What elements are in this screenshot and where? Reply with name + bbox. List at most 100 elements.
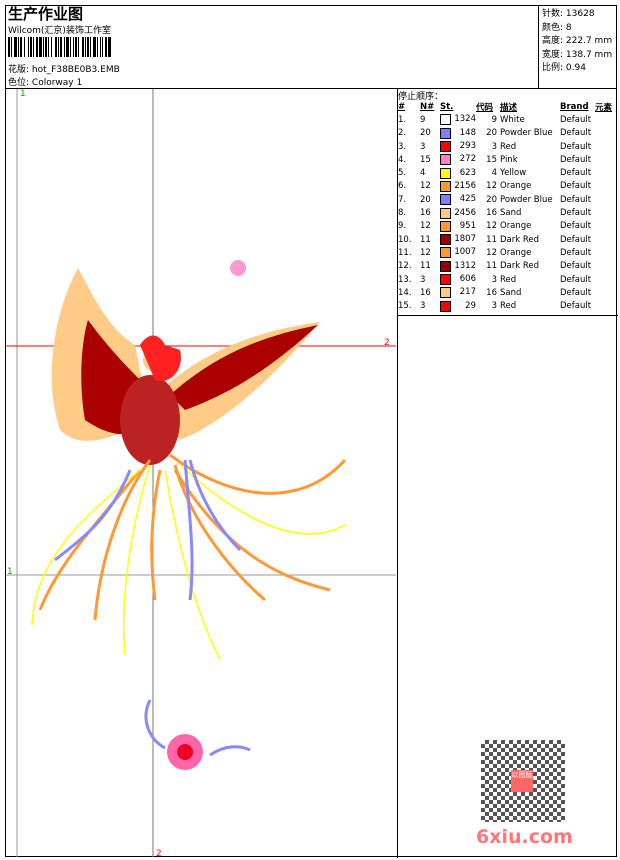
needle-number: 9 bbox=[420, 114, 426, 125]
color-swatch bbox=[440, 247, 451, 259]
table-row: 14. 16 217 16 Sand Default bbox=[398, 286, 620, 299]
color-swatch bbox=[440, 274, 451, 285]
brand: Default bbox=[560, 141, 592, 152]
stitch-count: 29 bbox=[465, 300, 476, 311]
needle-number: 3 bbox=[420, 301, 426, 312]
stop-index: 3. bbox=[398, 141, 407, 152]
color-code: 12 bbox=[486, 221, 497, 232]
info-value: 0.94 bbox=[565, 63, 586, 73]
stitch-count: 2456 bbox=[454, 207, 476, 218]
info-value: 13628 bbox=[565, 9, 595, 19]
stop-sequence-title: 停止顺序： bbox=[398, 92, 444, 102]
company-name: Wilcom(汇京)装饰工作室 bbox=[8, 26, 111, 36]
info-row: 针数: 13628 bbox=[542, 6, 595, 19]
design-file: hot_F38BE0B3.EMB bbox=[31, 65, 120, 75]
table-row: 15. 3 29 3 Red Default bbox=[398, 299, 620, 312]
color-code: 3 bbox=[491, 301, 497, 312]
info-row: 宽度: 138.7 mm bbox=[542, 47, 612, 60]
column-header: N# bbox=[420, 101, 435, 112]
stitch-count: 623 bbox=[459, 167, 476, 178]
needle-number: 15 bbox=[420, 154, 431, 165]
color-code: 11 bbox=[486, 234, 497, 245]
table-row: 3. 3 293 3 Red Default bbox=[398, 140, 620, 153]
brand: Default bbox=[560, 154, 592, 165]
brand: Default bbox=[560, 247, 592, 258]
brand: Default bbox=[560, 208, 592, 219]
stitch-count: 148 bbox=[459, 127, 476, 138]
column-header: St. bbox=[440, 101, 454, 112]
phoenix-embroidery bbox=[31, 260, 347, 770]
stitch-count: 293 bbox=[459, 141, 476, 152]
color-code: 20 bbox=[486, 128, 497, 139]
qr-code: 以图版 bbox=[481, 740, 565, 822]
table-row: 7. 20 425 20 Powder Blue Default bbox=[398, 193, 620, 206]
watermark: 6xiu.com bbox=[476, 826, 573, 848]
column-header: 代码 bbox=[476, 102, 494, 113]
table-row: 8. 16 2456 16 Sand Default bbox=[398, 206, 620, 219]
stop-index: 5. bbox=[398, 168, 407, 179]
color-description: Red bbox=[500, 141, 517, 152]
needle-number: 16 bbox=[420, 208, 431, 219]
color-description: Powder Blue bbox=[500, 194, 553, 205]
needle-number: 12 bbox=[420, 221, 431, 232]
stop-index: 10. bbox=[398, 234, 412, 245]
needle-number: 20 bbox=[420, 128, 431, 139]
table-row: 4. 15 272 15 Pink Default bbox=[398, 153, 620, 166]
color-swatch bbox=[440, 300, 451, 312]
info-label: 比例: bbox=[542, 63, 564, 73]
info-value: 8 bbox=[565, 22, 572, 33]
colorway-row: 色位: Colorway 1 bbox=[8, 75, 82, 88]
color-description: White bbox=[500, 114, 525, 125]
color-swatch bbox=[440, 260, 451, 272]
stitch-count: 425 bbox=[459, 194, 476, 205]
info-value: 138.7 mm bbox=[565, 49, 613, 60]
color-code: 9 bbox=[491, 114, 497, 125]
stitches-cell: 1324 bbox=[440, 113, 476, 126]
table-row: 10. 11 1807 11 Dark Red Default bbox=[398, 233, 620, 246]
stop-index: 7. bbox=[398, 194, 407, 205]
stop-index: 6. bbox=[398, 181, 407, 192]
color-code: 20 bbox=[486, 194, 497, 205]
stitch-count: 1324 bbox=[454, 114, 476, 125]
color-description: Red bbox=[500, 301, 517, 312]
color-description: Red bbox=[500, 274, 517, 285]
stitch-count: 272 bbox=[459, 154, 476, 165]
stitches-cell: 623 bbox=[440, 166, 476, 179]
stop-index: 8. bbox=[398, 208, 407, 219]
stitches-cell: 1807 bbox=[440, 233, 476, 246]
color-code: 11 bbox=[486, 261, 497, 272]
brand: Default bbox=[560, 261, 592, 272]
stop-index: 13. bbox=[398, 274, 412, 285]
stop-index: 11. bbox=[398, 247, 412, 258]
table-row: 1. 9 1324 9 White Default bbox=[398, 113, 620, 126]
table-row: 6. 12 2156 12 Orange Default bbox=[398, 180, 620, 193]
color-description: Sand bbox=[500, 287, 522, 298]
color-code: 16 bbox=[486, 208, 497, 219]
color-description: Orange bbox=[500, 181, 532, 192]
stitches-cell: 29 bbox=[440, 299, 476, 312]
needle-number: 12 bbox=[420, 181, 431, 192]
stitch-count: 1007 bbox=[454, 247, 476, 258]
brand: Default bbox=[560, 274, 592, 285]
brand: Default bbox=[560, 301, 592, 312]
needle-number: 11 bbox=[420, 234, 431, 245]
header-divider bbox=[5, 88, 617, 89]
needle-number: 11 bbox=[420, 261, 431, 272]
color-description: Orange bbox=[500, 247, 532, 258]
brand: Default bbox=[560, 168, 592, 179]
color-swatch bbox=[440, 114, 451, 126]
colorway: Colorway 1 bbox=[31, 78, 83, 88]
stitch-count: 2156 bbox=[454, 180, 476, 191]
color-swatch bbox=[440, 154, 451, 166]
stitch-count: 1312 bbox=[454, 260, 476, 271]
color-code: 4 bbox=[491, 168, 497, 179]
column-header: # bbox=[398, 101, 406, 112]
stop-index: 1. bbox=[398, 114, 407, 125]
stitch-count: 951 bbox=[459, 220, 476, 231]
seal-logo: 以图版 bbox=[511, 770, 533, 792]
page-frame bbox=[5, 5, 617, 857]
barcode bbox=[8, 37, 160, 57]
stitches-cell: 2156 bbox=[440, 180, 476, 193]
table-row: 11. 12 1007 12 Orange Default bbox=[398, 246, 620, 259]
